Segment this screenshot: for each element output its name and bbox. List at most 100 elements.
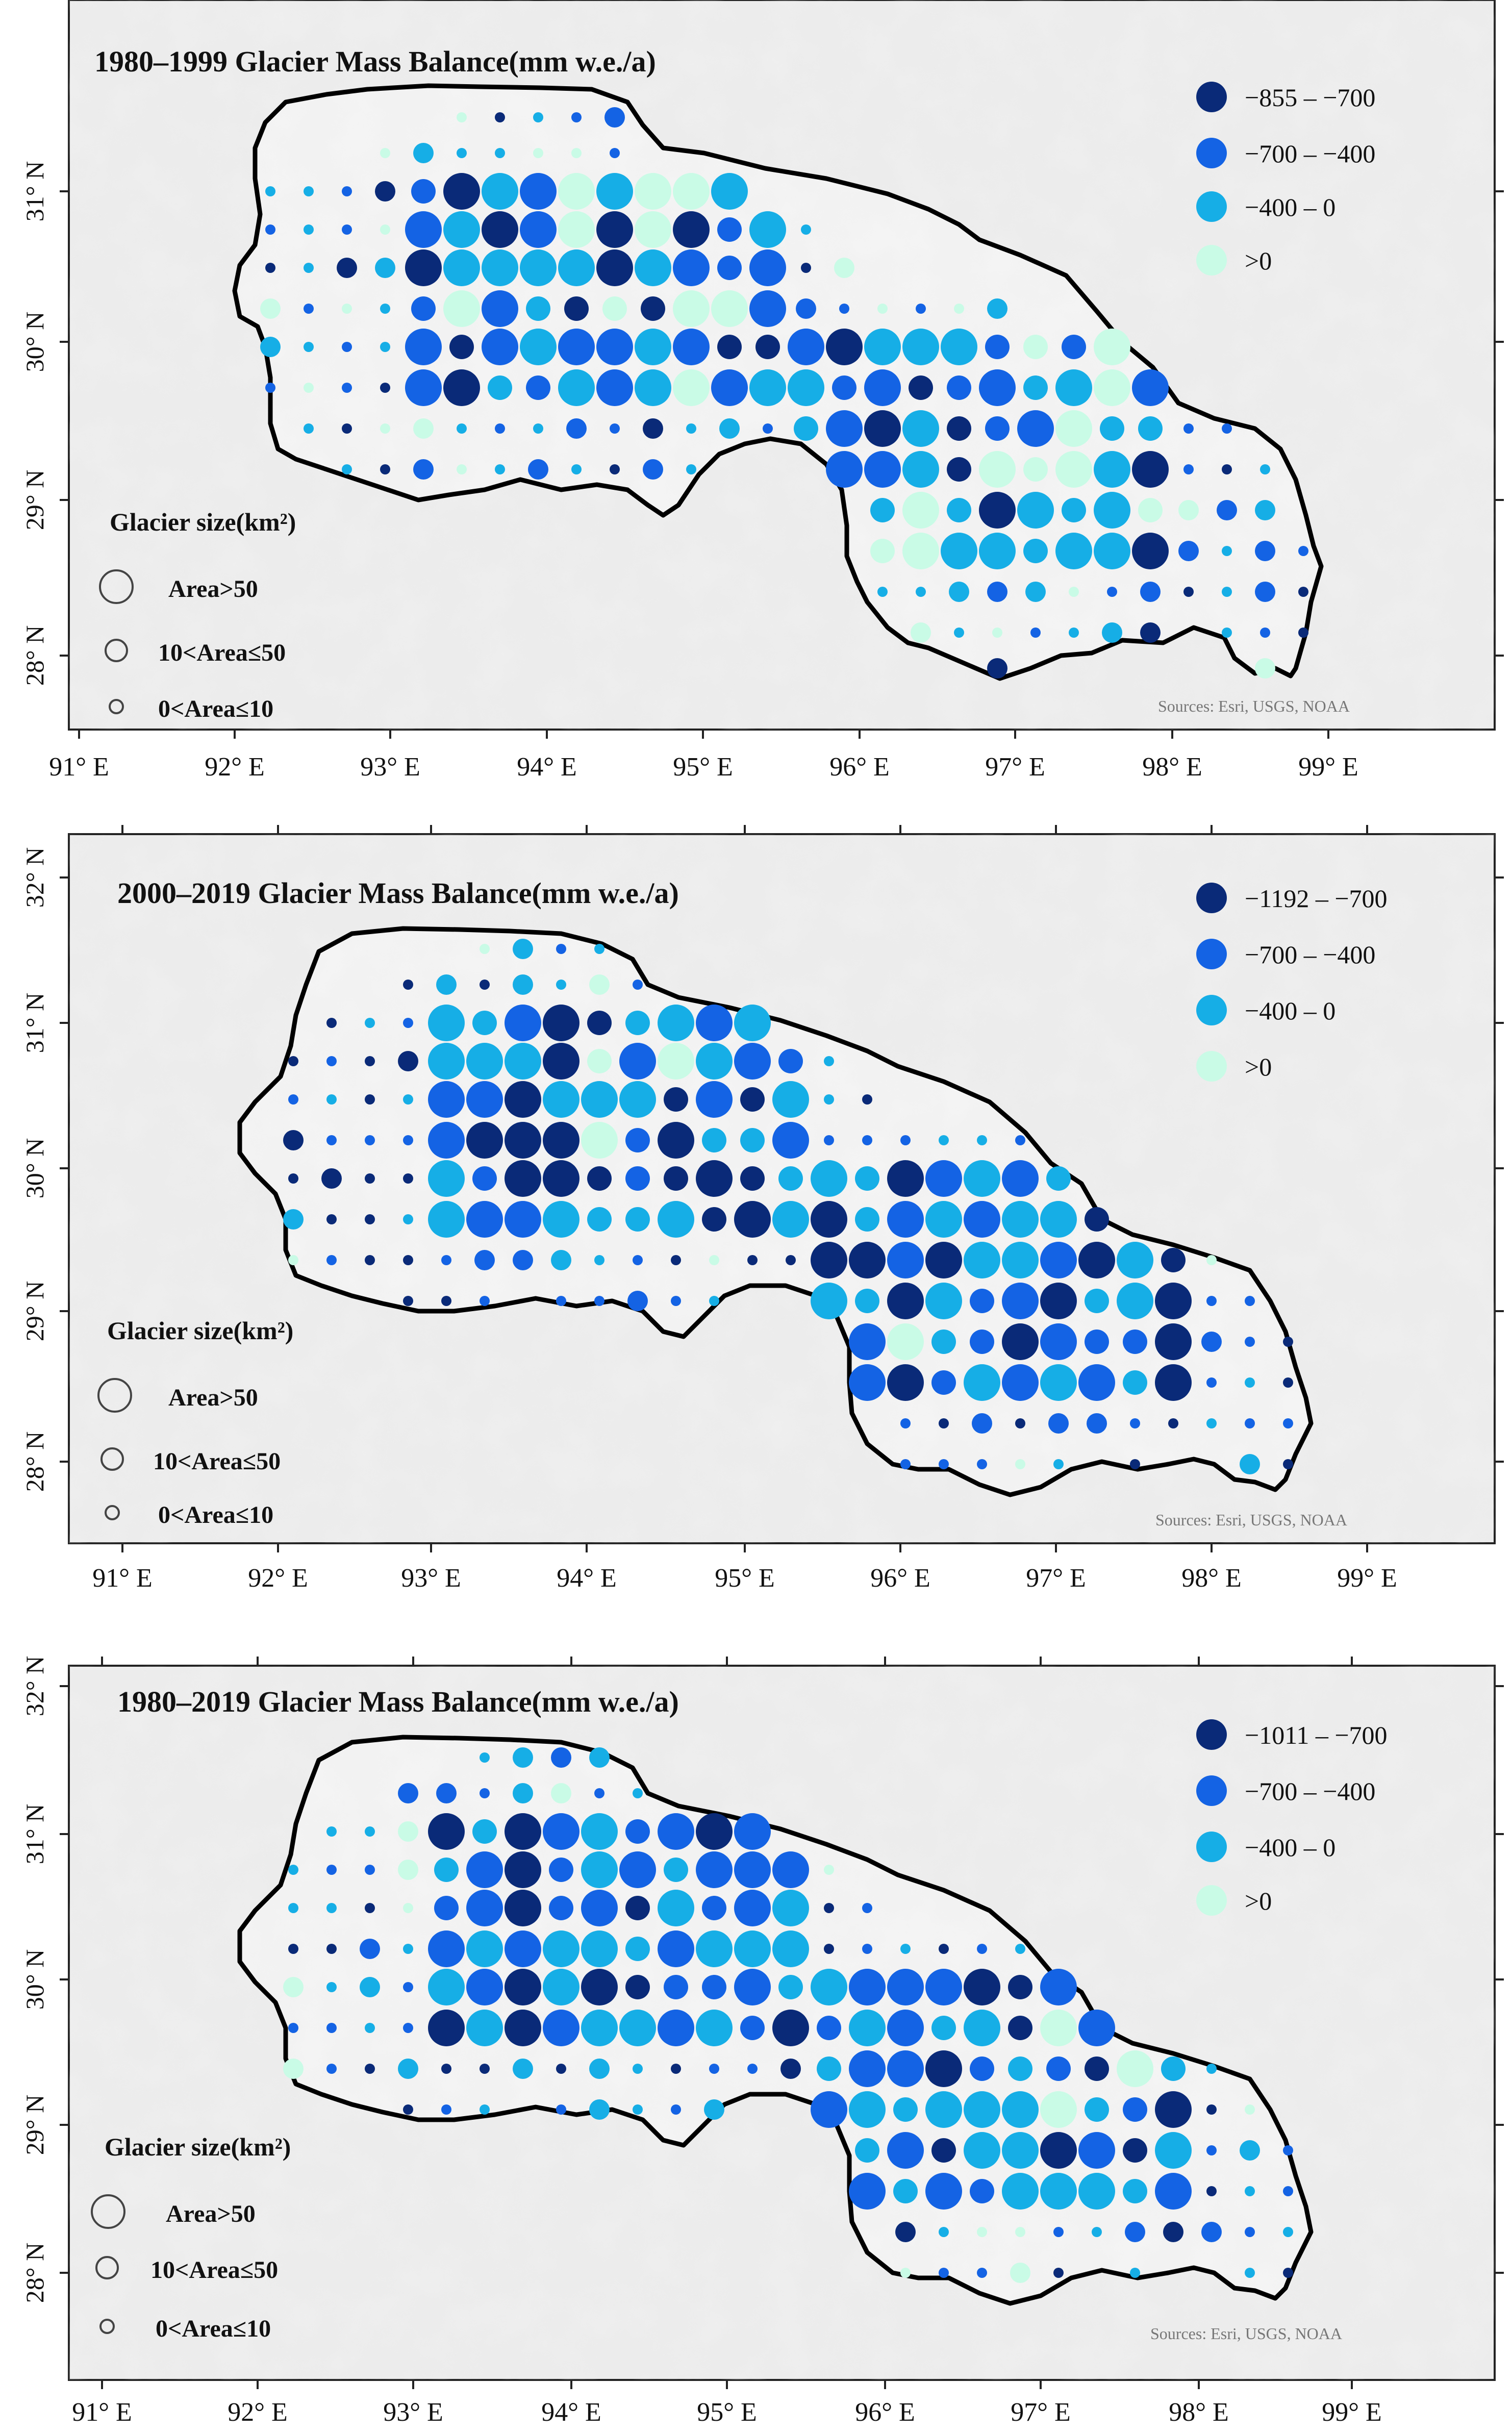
glacier-point	[696, 1081, 733, 1118]
glacier-point	[1132, 451, 1169, 488]
glacier-point	[558, 369, 595, 406]
glacier-point	[1123, 2138, 1147, 2163]
glacier-point	[342, 383, 352, 393]
glacier-point	[947, 457, 971, 482]
lat-label: 28° N	[20, 1432, 49, 1492]
glacier-point	[505, 1930, 541, 1967]
glacier-point	[709, 2064, 719, 2074]
glacier-point	[543, 1005, 579, 1041]
glacier-point	[365, 1018, 375, 1028]
glacier-point	[1015, 2227, 1025, 2237]
glacier-point	[658, 1122, 694, 1159]
glacier-point	[441, 1255, 451, 1265]
glacier-point	[403, 1135, 413, 1145]
glacier-point	[1255, 658, 1275, 679]
glacier-point	[925, 1201, 962, 1238]
glacier-point	[877, 304, 888, 314]
glacier-point	[581, 1851, 618, 1888]
glacier-point	[1206, 2186, 1217, 2196]
glacier-point	[887, 1364, 924, 1401]
glacier-point	[436, 974, 457, 995]
glacier-point	[1255, 541, 1275, 561]
glacier-point	[778, 1166, 803, 1191]
glacier-point	[673, 369, 710, 406]
lat-label: 31° N	[20, 161, 49, 222]
glacier-point	[1222, 423, 1232, 434]
glacier-point	[740, 2016, 765, 2040]
glacier-point	[992, 628, 1002, 638]
glacier-point	[749, 211, 786, 248]
glacier-point	[589, 974, 610, 995]
glacier-point	[526, 296, 550, 321]
glacier-point	[520, 211, 557, 248]
glacier-point	[1040, 2010, 1077, 2046]
glacier-point	[610, 148, 620, 158]
glacier-point	[849, 1364, 886, 1401]
glacier-point	[864, 451, 901, 488]
glacier-point	[558, 249, 595, 286]
size-label-small: 0<Area≤10	[156, 2315, 271, 2342]
glacier-point	[543, 1813, 579, 1850]
legend-label-class4: >0	[1245, 246, 1272, 275]
glacier-point	[596, 249, 633, 286]
glacier-point	[625, 1207, 650, 1232]
glacier-point	[740, 1166, 765, 1191]
glacier-point	[288, 1056, 298, 1066]
glacier-point	[1222, 587, 1232, 597]
glacier-point	[587, 1207, 612, 1232]
glacier-point	[1178, 500, 1199, 520]
glacier-point	[849, 2010, 886, 2046]
glacier-point	[398, 1821, 418, 1842]
glacier-point	[1040, 1201, 1077, 1238]
glacier-point	[970, 2056, 994, 2081]
glacier-point	[658, 1201, 694, 1238]
glacier-point	[985, 416, 1010, 441]
glacier-point	[342, 464, 352, 474]
lon-label: 96° E	[870, 1564, 930, 1593]
glacier-point	[664, 1087, 688, 1112]
glacier-point	[658, 1005, 694, 1041]
glacier-point	[664, 1975, 688, 1999]
glacier-point	[505, 1122, 541, 1159]
lat-label: 30° N	[20, 1138, 49, 1199]
glacier-point	[1085, 1330, 1109, 1354]
glacier-point	[811, 1201, 847, 1238]
glacier-point	[1206, 2064, 1217, 2074]
glacier-point	[1168, 1418, 1178, 1428]
glacier-point	[304, 224, 314, 235]
size-symbol-medium	[100, 1447, 124, 1471]
glacier-point	[405, 211, 442, 248]
longitude-axis-2: 91° E 92° E 93° E 94° E 95° E 96° E 97° E 98° E…	[92, 825, 1397, 1593]
glacier-point	[954, 628, 964, 638]
glacier-point	[643, 418, 663, 439]
glacier-point	[1085, 1207, 1109, 1232]
glacier-point	[887, 1242, 924, 1278]
glacier-point	[625, 1011, 650, 1035]
lon-label: 95° E	[697, 2398, 757, 2427]
glacier-point	[788, 329, 824, 365]
glacier-point	[505, 1160, 541, 1197]
legend-swatch-class4	[1196, 1885, 1227, 1916]
glacier-point	[671, 1296, 681, 1306]
glacier-point	[625, 1896, 650, 1920]
glacier-point	[734, 1930, 771, 1967]
lat-label: 29° N	[20, 2095, 49, 2155]
glacier-point	[342, 186, 352, 196]
glacier-point	[1260, 464, 1270, 474]
glacier-point	[1048, 1413, 1069, 1434]
glacier-point	[1298, 628, 1308, 638]
glacier-point	[1130, 2268, 1140, 2278]
glacier-point	[466, 1201, 503, 1238]
size-symbol-medium	[95, 2256, 119, 2279]
glacier-point	[1078, 1364, 1115, 1401]
panel-3: 1980–2019 Glacier Mass Balance(mm w.e./a…	[20, 1656, 1504, 2427]
glacier-point	[365, 2064, 375, 2074]
glacier-point	[849, 1323, 886, 1360]
glacier-point	[472, 1166, 497, 1191]
glacier-point	[1117, 1283, 1153, 1319]
legend-label-class1: −1192 – −700	[1245, 884, 1388, 913]
glacier-point	[403, 1982, 413, 1992]
glacier-point	[900, 1135, 911, 1145]
glacier-point	[380, 224, 390, 235]
glacier-point	[505, 1043, 541, 1080]
